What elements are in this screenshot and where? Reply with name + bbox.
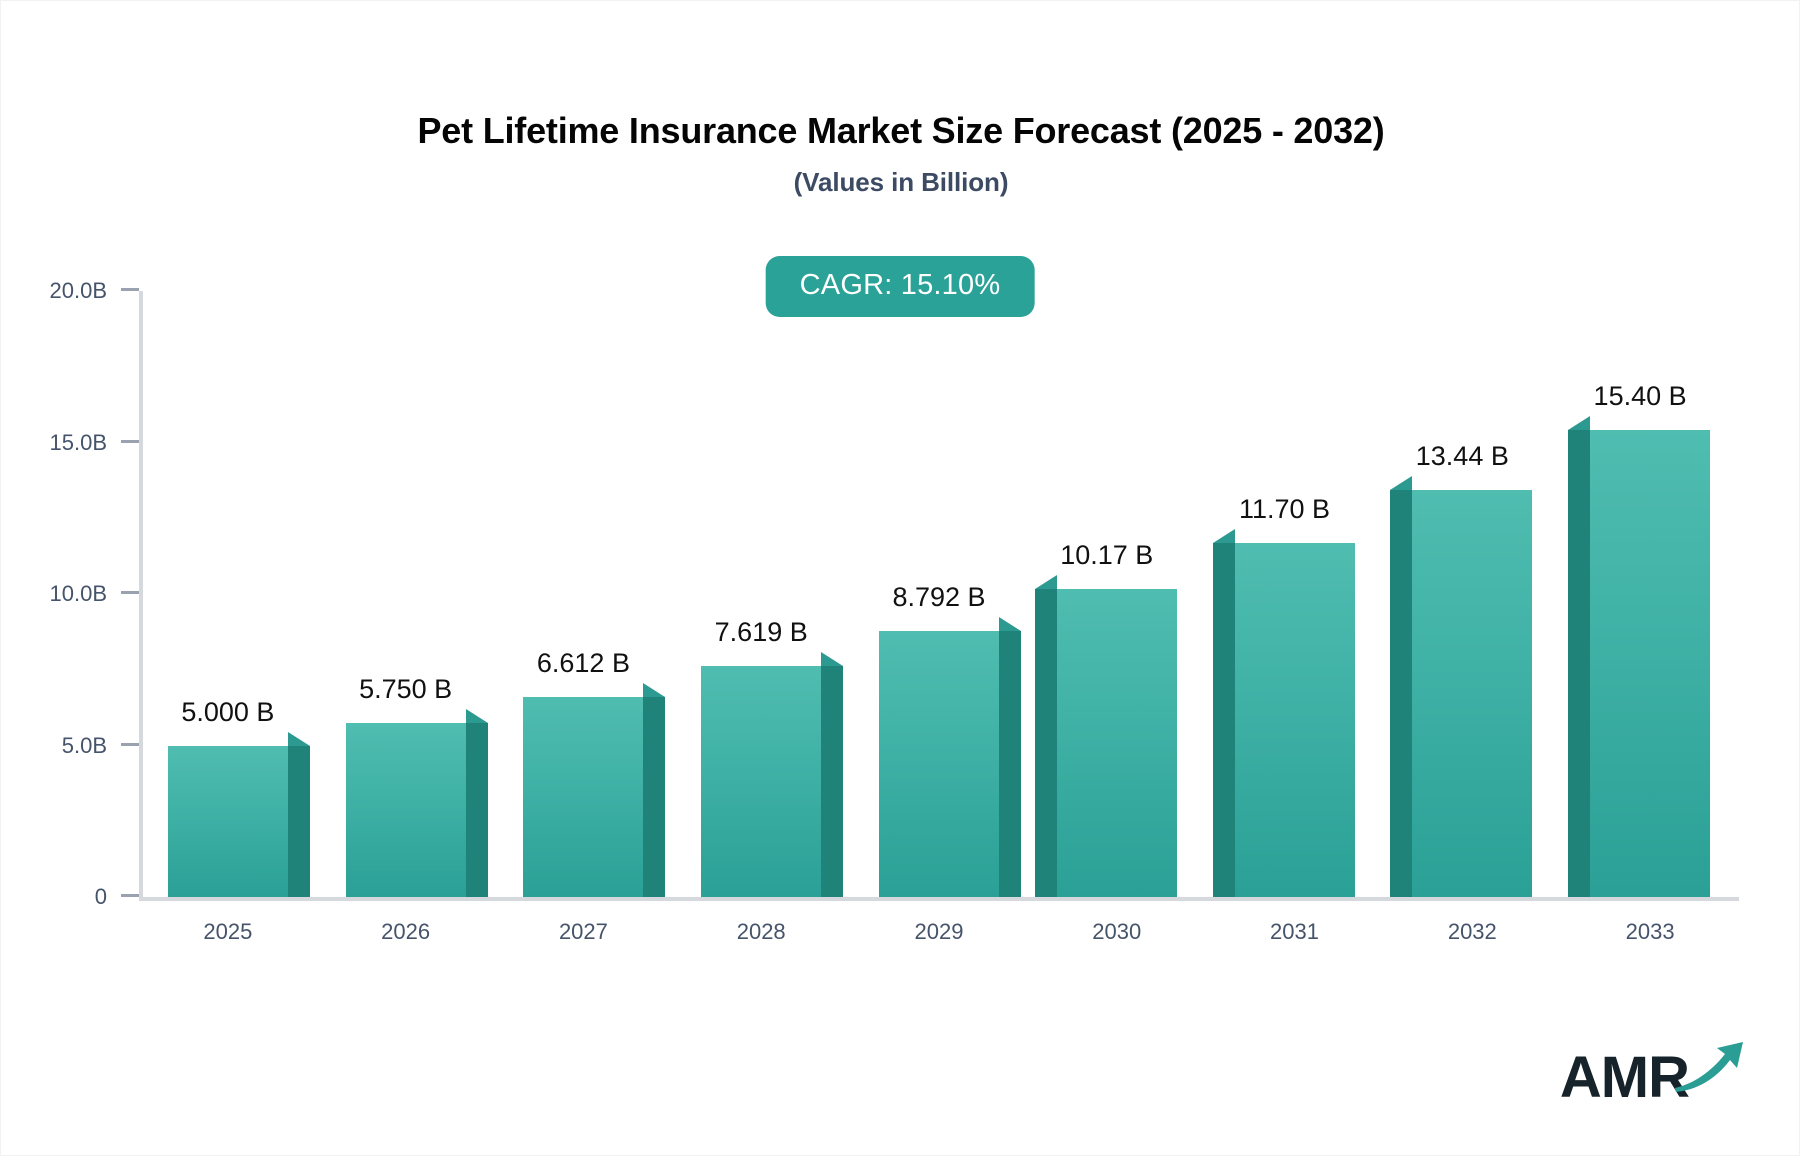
bar-side-face <box>287 731 310 897</box>
bar-slot: 11.70 B 2031 <box>1206 291 1384 944</box>
bar-side-face <box>821 652 844 897</box>
title-block: Pet Lifetime Insurance Market Size Forec… <box>1 111 1800 198</box>
bar-value-label: 6.612 B <box>536 647 630 678</box>
bar-value-label: 13.44 B <box>1415 440 1509 471</box>
bar-front-face <box>345 722 466 897</box>
y-axis-tick-mark <box>121 439 139 443</box>
x-axis-label: 2032 <box>1447 919 1497 944</box>
y-axis-tick-label: 15.0B <box>49 429 108 455</box>
growth-arrow-icon <box>1673 1038 1747 1101</box>
bar-front-face <box>523 696 644 897</box>
bar-front-face <box>1056 588 1177 897</box>
bar-side-face <box>643 682 666 897</box>
bar-side-face <box>1390 475 1413 897</box>
y-axis-tick-mark <box>121 591 139 594</box>
bar[interactable] <box>1212 528 1355 897</box>
bar[interactable] <box>167 731 310 897</box>
x-axis-label: 2025 <box>203 919 253 944</box>
bar[interactable] <box>345 708 488 897</box>
bar-value-label: 15.40 B <box>1593 381 1687 412</box>
x-axis-label: 2031 <box>1270 919 1320 944</box>
plot-area: 20.0B 15.0B 10.0B 5.0B 0 5.000 B 2025 5.750 B 2… <box>50 278 1739 944</box>
x-axis-line <box>139 897 1739 901</box>
bar-front-face <box>701 666 822 897</box>
bar-slot: 13.44 B 2032 <box>1383 291 1561 944</box>
chart-title: Pet Lifetime Insurance Market Size Forec… <box>417 110 1385 151</box>
bar-slot: 7.619 B 2028 <box>672 291 850 944</box>
x-axis-label: 2027 <box>558 919 608 944</box>
x-axis-label: 2026 <box>381 919 431 944</box>
bar-front-face <box>878 630 999 897</box>
x-axis-label: 2033 <box>1625 919 1675 944</box>
bar-value-label: 7.619 B <box>714 617 808 648</box>
bar-slot: 5.000 B 2025 <box>139 291 317 944</box>
cagr-badge: CAGR: 15.10% <box>765 256 1035 317</box>
amr-wordmark: AMR <box>1559 1045 1690 1110</box>
y-axis-tick: 10.0B <box>9 581 139 607</box>
y-axis-tick-label: 10.0B <box>49 581 108 606</box>
bar-slot: 10.17 B 2030 <box>1028 291 1206 944</box>
bar[interactable] <box>1390 475 1533 897</box>
bar-slot: 6.612 B 2027 <box>495 291 673 944</box>
amr-logo: AMR <box>1560 1027 1747 1107</box>
y-axis-tick: 15.0B <box>9 430 139 456</box>
x-axis-label: 2028 <box>736 919 786 944</box>
y-axis-tick: 20.0B <box>9 278 139 304</box>
y-axis-tick-label: 20.0B <box>49 278 108 303</box>
x-axis-label: 2029 <box>914 919 964 944</box>
bar-slot: 8.792 B 2029 <box>850 291 1028 944</box>
bar-side-face <box>1568 416 1591 897</box>
bar-front-face <box>1234 542 1355 897</box>
y-axis-line <box>139 291 143 897</box>
bar-side-face <box>465 708 488 897</box>
bar[interactable] <box>878 616 1021 897</box>
bar-slot: 5.750 B 2026 <box>317 291 495 944</box>
chart-subtitle: (Values in Billion) <box>793 166 1009 197</box>
bar-front-face <box>167 745 288 897</box>
y-axis-tick: 5.0B <box>9 733 139 759</box>
y-axis-tick-mark <box>121 742 139 746</box>
bar[interactable] <box>523 682 666 897</box>
bar-value-label: 8.792 B <box>892 581 986 612</box>
bar-front-face <box>1412 489 1533 897</box>
bar[interactable] <box>1568 416 1711 897</box>
y-axis-tick-mark <box>121 894 139 897</box>
bar-value-label: 5.750 B <box>359 673 453 704</box>
bar[interactable] <box>701 652 844 897</box>
y-axis-tick-mark <box>121 288 139 291</box>
bar-slot: 15.40 B 2033 <box>1561 291 1739 944</box>
x-axis-label: 2030 <box>1092 919 1142 944</box>
bar-value-label: 5.000 B <box>181 696 275 727</box>
bar-value-label: 10.17 B <box>1060 539 1154 570</box>
y-axis-tick-label: 0 <box>94 884 107 909</box>
bar-value-label: 11.70 B <box>1238 493 1331 524</box>
y-axis-tick: 0 <box>9 884 139 910</box>
y-axis-tick-label: 5.0B <box>61 732 107 758</box>
bar-side-face <box>998 616 1021 897</box>
bar-side-face <box>1212 528 1235 897</box>
bar[interactable] <box>1034 574 1177 897</box>
bar-side-face <box>1034 574 1057 897</box>
bar-front-face <box>1590 430 1711 897</box>
